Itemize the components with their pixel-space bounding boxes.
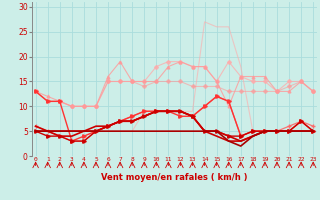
X-axis label: Vent moyen/en rafales ( km/h ): Vent moyen/en rafales ( km/h ) bbox=[101, 174, 248, 182]
